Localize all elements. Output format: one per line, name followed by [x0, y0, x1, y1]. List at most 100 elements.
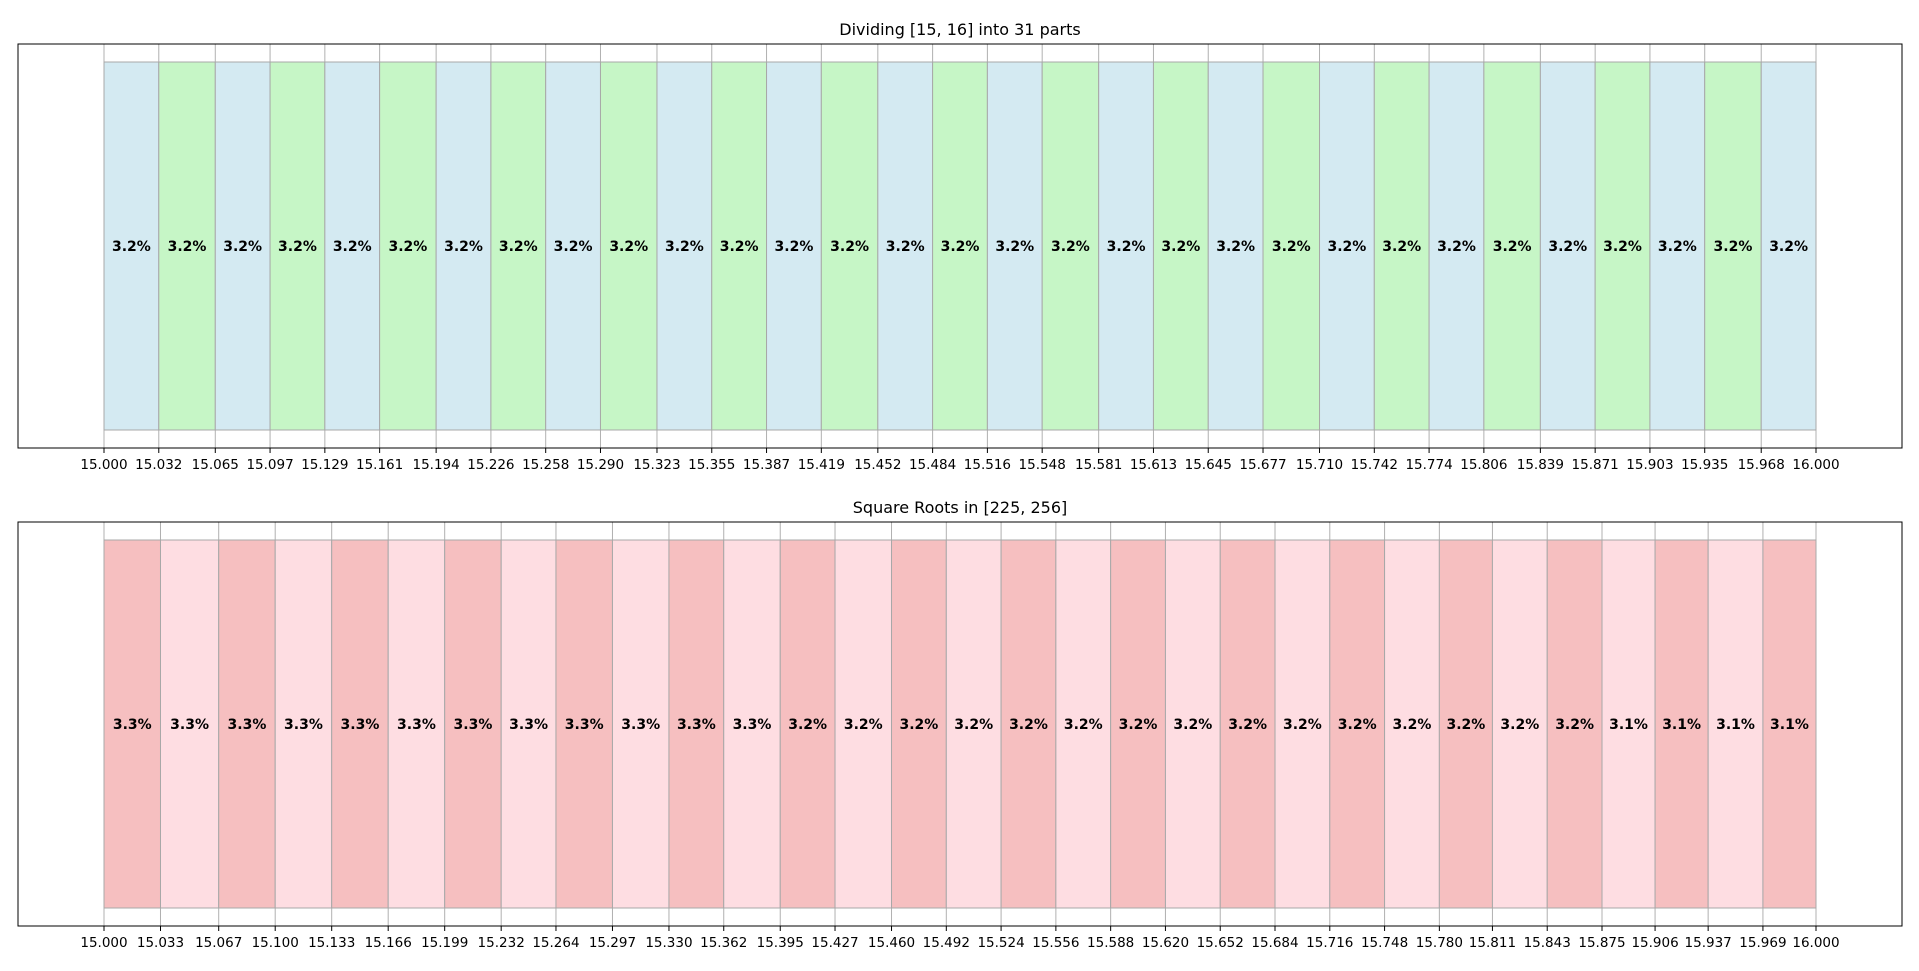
bar-segment: [891, 539, 947, 909]
data-label: 3.2%: [1161, 239, 1200, 255]
data-label: 3.2%: [1119, 717, 1158, 733]
bar-segment: [834, 539, 893, 909]
x-tick-label: 15.427: [811, 935, 858, 951]
bar-segment: [1319, 61, 1375, 431]
x-tick-label: 15.232: [478, 935, 525, 951]
data-label: 3.2%: [1493, 239, 1532, 255]
bar-segment: [1707, 539, 1764, 909]
bar-segment: [387, 539, 446, 909]
data-label: 3.2%: [1446, 717, 1485, 733]
bar-segment: [274, 539, 333, 909]
x-tick-label: 15.100: [252, 935, 299, 951]
x-tick-label: 15.355: [688, 457, 735, 473]
x-tick-label: 15.581: [1075, 457, 1122, 473]
plot-frame: [17, 43, 1903, 449]
x-tick-label: 15.226: [467, 457, 514, 473]
bar-segment: [1539, 61, 1596, 431]
x-tick-label: 15.774: [1405, 457, 1452, 473]
bar-segment: [444, 539, 502, 909]
bar-segment: [500, 539, 557, 909]
x-tick-label: 15.032: [135, 457, 182, 473]
x-tick-label: 15.780: [1416, 935, 1463, 951]
x-tick-label: 15.903: [1626, 457, 1673, 473]
x-tick-label: 15.710: [1296, 457, 1343, 473]
data-label: 3.3%: [509, 717, 548, 733]
bar-segment: [1546, 539, 1603, 909]
data-label: 3.2%: [278, 239, 317, 255]
data-label: 3.2%: [1437, 239, 1476, 255]
data-label: 3.2%: [1382, 239, 1421, 255]
data-label: 3.1%: [1609, 717, 1648, 733]
x-tick-label: 15.033: [137, 935, 184, 951]
data-label: 3.2%: [1283, 717, 1322, 733]
x-tick-label: 15.748: [1361, 935, 1408, 951]
data-label: 3.2%: [1272, 239, 1311, 255]
data-label: 3.3%: [228, 717, 267, 733]
data-label: 3.2%: [1658, 239, 1697, 255]
bar-segment: [331, 539, 389, 909]
bar-segment: [1098, 61, 1154, 431]
data-label: 3.1%: [1770, 717, 1809, 733]
chart-title: Square Roots in [225, 256]: [853, 498, 1068, 517]
bar-segment: [779, 539, 836, 909]
data-label: 3.2%: [830, 239, 869, 255]
data-label: 3.2%: [995, 239, 1034, 255]
bar-segment: [1041, 61, 1100, 431]
x-tick-label: 15.258: [522, 457, 569, 473]
x-tick-label: 15.387: [743, 457, 790, 473]
data-label: 3.2%: [609, 239, 648, 255]
x-tick-label: 15.588: [1087, 935, 1134, 951]
x-tick-label: 15.811: [1469, 935, 1516, 951]
x-tick-label: 15.161: [356, 457, 403, 473]
bar-segment: [379, 61, 437, 431]
x-tick-label: 15.839: [1517, 457, 1564, 473]
data-label: 3.2%: [554, 239, 593, 255]
bar-segment: [1274, 539, 1331, 909]
x-tick-label: 15.129: [301, 457, 348, 473]
x-tick-label: 15.264: [532, 935, 579, 951]
bar-segment: [214, 61, 271, 431]
bar-segment: [1373, 61, 1430, 431]
data-label: 3.2%: [1173, 717, 1212, 733]
data-label: 3.3%: [341, 717, 380, 733]
bar-segment: [1055, 539, 1112, 909]
bar-segment: [1762, 539, 1817, 909]
data-label: 3.3%: [397, 717, 436, 733]
chart-dividing-interval: Dividing [15, 16] into 31 parts 3.2% 3.2%…: [17, 20, 1903, 473]
x-tick-label: 15.548: [1019, 457, 1066, 473]
bar-segment: [1207, 61, 1264, 431]
chart-title: Dividing [15, 16] into 31 parts: [839, 20, 1080, 39]
data-label: 3.2%: [1500, 717, 1539, 733]
x-tick-label: 15.620: [1142, 935, 1189, 951]
bar-segment: [1483, 61, 1541, 431]
x-tick-label: 16.000: [1792, 935, 1839, 951]
bar-segment: [945, 539, 1002, 909]
bar-segment: [656, 61, 713, 431]
x-tick-label: 15.684: [1251, 935, 1298, 951]
data-label: 3.2%: [223, 239, 262, 255]
data-label: 3.2%: [844, 717, 883, 733]
x-tick-label: 15.677: [1239, 457, 1286, 473]
data-label: 3.2%: [954, 717, 993, 733]
bar-segment: [490, 61, 547, 431]
data-label: 3.2%: [112, 239, 151, 255]
x-tick-label: 15.935: [1681, 457, 1728, 473]
bar-segment: [1164, 539, 1221, 909]
x-tick-label: 15.000: [80, 457, 127, 473]
data-label: 3.3%: [170, 717, 209, 733]
data-label: 3.3%: [677, 717, 716, 733]
x-tick-label: 15.395: [757, 935, 804, 951]
data-label: 3.2%: [1216, 239, 1255, 255]
bar-segment: [1491, 539, 1548, 909]
x-tick-label: 15.937: [1685, 935, 1732, 951]
x-tick-label: 15.484: [909, 457, 956, 473]
bar-segment: [158, 61, 216, 431]
x-tick-label: 15.906: [1631, 935, 1678, 951]
data-label: 3.2%: [499, 239, 538, 255]
x-tick-label: 15.097: [246, 457, 293, 473]
x-tick-label: 15.492: [923, 935, 970, 951]
bar-segment: [435, 61, 492, 431]
data-label: 3.3%: [621, 717, 660, 733]
x-tick-label: 15.460: [868, 935, 915, 951]
